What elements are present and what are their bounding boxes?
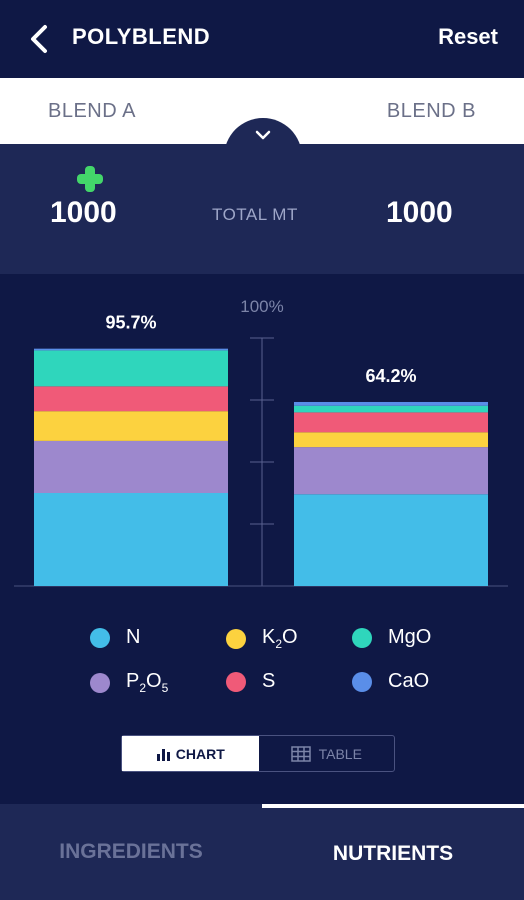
app-title: POLYBLEND (72, 24, 211, 49)
legend-swatch (352, 627, 372, 648)
bar-segment-mgo-blend-b (294, 405, 488, 413)
table-view-label: TABLE (318, 745, 362, 762)
bar-segment-k2o-blend-b (294, 432, 488, 448)
blend-b-tab[interactable]: BLEND B (386, 100, 476, 122)
chart-area: 100% 95.7% 64.2% (0, 274, 524, 804)
bar-segment-s-blend-b (294, 412, 488, 433)
legend-swatch (90, 672, 110, 693)
legend-label: MgO (388, 626, 432, 648)
chart-view-label: CHART (175, 745, 225, 762)
table-icon (290, 745, 311, 762)
legend-item-p2o5: P2O5 (90, 670, 168, 695)
bar-segment-cao-blend-b (294, 401, 488, 406)
bar-segment-mgo-blend-a (34, 350, 228, 387)
bottom-tab-bar: INGREDIENTS NUTRIENTS (0, 804, 524, 900)
legend-label: CaO (388, 670, 430, 692)
reference-100-label: 100% (240, 297, 283, 316)
bar-segment-p2o5-blend-b (294, 447, 488, 495)
legend-item-mgo: MgO (352, 626, 431, 649)
legend-label: S (262, 670, 276, 692)
bar-segment-cao-blend-a (34, 348, 228, 351)
bar-segment-k2o-blend-a (34, 411, 228, 441)
plus-icon[interactable] (76, 165, 104, 193)
chevron-left-icon (31, 25, 47, 53)
legend-item-n: N (90, 626, 140, 649)
chevron-down-icon (255, 130, 271, 140)
bar-total-label: 95.7% (105, 313, 156, 333)
reset-button[interactable]: Reset (438, 24, 498, 49)
back-button[interactable] (24, 22, 54, 56)
legend-item-cao: CaO (352, 670, 429, 693)
bar-segment-n-blend-a (34, 493, 228, 586)
total-mt-label: TOTAL MT (212, 205, 298, 224)
chart-view-button[interactable]: CHART (122, 736, 259, 771)
legend-swatch (226, 671, 246, 692)
legend-label: N (126, 626, 141, 648)
totals-panel (0, 144, 524, 274)
legend-item-k2o: K2O (226, 626, 298, 651)
bar-segment-n-blend-b (294, 494, 488, 586)
legend-swatch (90, 627, 110, 648)
tab-nutrients[interactable]: NUTRIENTS (262, 804, 524, 900)
legend-swatch (352, 671, 372, 692)
bar-segment-s-blend-a (34, 386, 228, 412)
bar-total-label: 64.2% (365, 366, 416, 386)
bar-segment-p2o5-blend-a (34, 440, 228, 493)
legend-label: K2O (262, 626, 298, 651)
blend-a-total: 1000 (50, 196, 117, 229)
tab-ingredients[interactable]: INGREDIENTS (0, 804, 262, 900)
legend-item-s: S (226, 670, 275, 693)
app-header: POLYBLEND Reset (0, 0, 524, 78)
blend-b-total: 1000 (386, 196, 453, 229)
view-toggle: CHART TABLE (121, 735, 395, 772)
nutrient-stacked-bar-chart: 100% 95.7% 64.2% (14, 297, 508, 587)
legend-label: P2O5 (126, 670, 169, 695)
table-view-button[interactable]: TABLE (259, 736, 395, 771)
bar-chart-icon (156, 748, 170, 761)
legend-swatch (226, 628, 246, 649)
blend-a-tab[interactable]: BLEND A (48, 100, 136, 122)
